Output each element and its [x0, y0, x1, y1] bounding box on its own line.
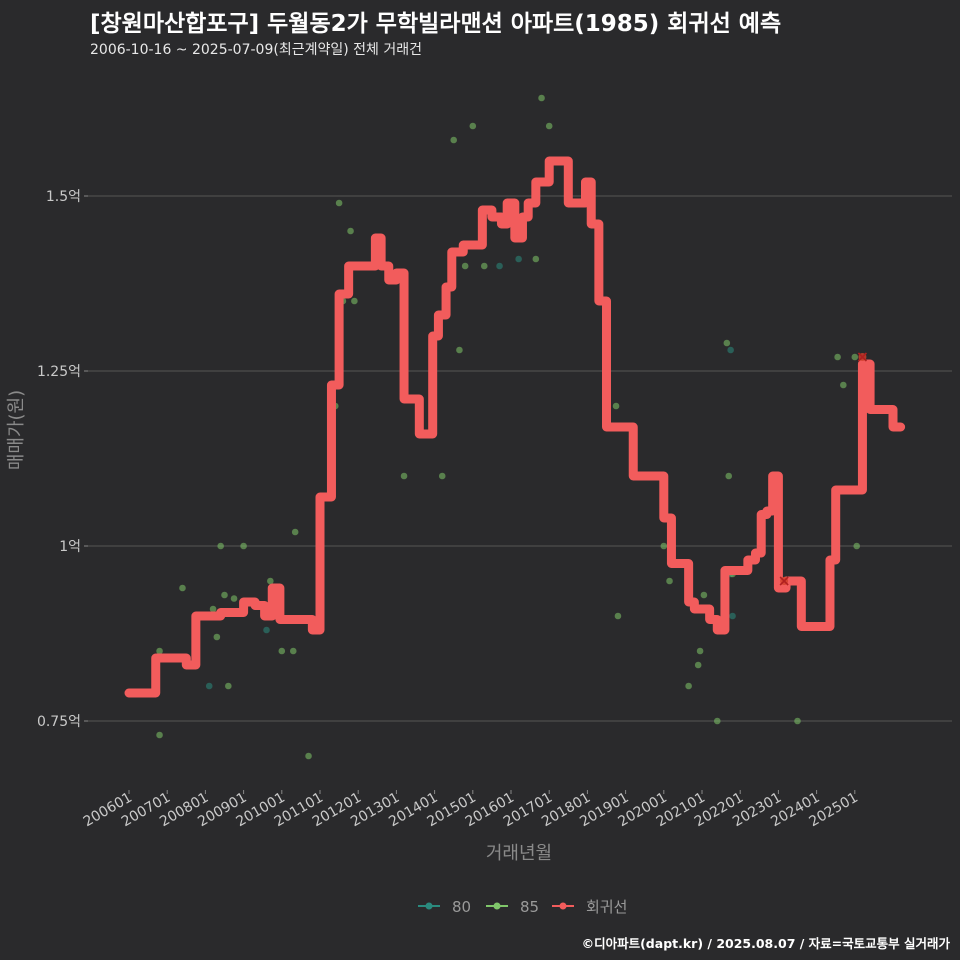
data-point-85: [335, 199, 343, 207]
data-point-85: [291, 528, 299, 536]
data-point-85: [156, 647, 163, 655]
data-point-85: [612, 402, 620, 410]
legend: 80 85 회귀선: [418, 898, 627, 916]
data-point-85: [545, 122, 553, 130]
data-point-85: [461, 262, 469, 270]
data-point-80: [496, 262, 503, 270]
y-tick-label: 1억: [59, 539, 81, 555]
data-point-85: [840, 381, 847, 389]
data-point-80: [727, 346, 734, 354]
grid-lines: [84, 195, 952, 794]
data-point-85: [723, 339, 731, 347]
data-point-80: [205, 682, 213, 690]
data-point-85: [685, 682, 692, 690]
data-point-85: [666, 577, 673, 585]
legend-swatch-dot: [425, 902, 433, 910]
data-point-85: [347, 227, 354, 235]
y-tick-labels: 0.75억 1억 1.25억 1.5억: [37, 189, 81, 730]
data-point-85: [532, 255, 540, 263]
chart-title: [창원마산합포구] 두월동2가 무학빌라맨션 아파트(1985) 회귀선 예측: [90, 11, 782, 37]
highlight-x-marker: [857, 352, 868, 362]
y-tick-label: 1.5억: [46, 189, 81, 205]
marker-group: [779, 352, 868, 586]
legend-swatch-dot: [559, 902, 567, 910]
scatter-points: [156, 94, 861, 760]
legend-label: 80: [452, 898, 471, 916]
y-axis-title: 매매가(원): [6, 390, 27, 470]
data-point-85: [538, 94, 545, 102]
data-point-85: [700, 591, 708, 599]
data-point-80: [263, 626, 270, 634]
data-point-85: [450, 136, 458, 144]
data-point-80: [729, 612, 736, 620]
data-point-85: [289, 647, 297, 655]
data-point-85: [725, 472, 733, 480]
regression-line: [124, 156, 906, 698]
legend-swatch-dot: [493, 902, 501, 910]
legend-label: 회귀선: [586, 898, 627, 916]
data-point-85: [469, 122, 477, 130]
data-point-85: [230, 595, 238, 602]
regression-line-group: [124, 156, 906, 698]
data-point-85: [713, 717, 721, 725]
data-point-85: [179, 584, 186, 592]
data-point-80: [515, 255, 522, 263]
data-point-85: [267, 577, 274, 585]
data-point-85: [221, 591, 228, 599]
data-point-85: [213, 633, 221, 641]
data-point-85: [696, 647, 704, 655]
data-point-85: [240, 542, 247, 550]
source-credit: ©디아파트(dapt.kr) / 2025.08.07 / 자료=국토교통부 실…: [581, 936, 950, 951]
data-point-85: [851, 353, 859, 361]
data-point-85: [480, 262, 488, 270]
data-point-85: [834, 353, 841, 361]
y-tick-label: 1.25억: [37, 364, 81, 380]
data-point-85: [456, 346, 463, 354]
data-point-85: [305, 752, 312, 760]
data-point-85: [351, 297, 358, 305]
data-point-85: [614, 612, 622, 620]
y-tick-label: 0.75억: [37, 714, 81, 730]
x-axis-title: 거래년월: [486, 843, 552, 864]
data-point-85: [209, 605, 217, 613]
data-point-85: [794, 717, 801, 725]
data-point-85: [853, 542, 861, 550]
data-point-85: [400, 472, 408, 480]
data-point-85: [225, 682, 232, 690]
chart-subtitle: 2006-10-16 ~ 2025-07-09(최근계약일) 전체 거래건: [90, 42, 422, 58]
data-point-85: [660, 542, 668, 550]
data-point-85: [694, 661, 702, 669]
highlight-x-marker: [779, 576, 789, 586]
legend-label: 85: [520, 898, 539, 916]
data-point-85: [156, 731, 163, 739]
data-point-85: [438, 472, 446, 480]
data-point-85: [217, 542, 224, 550]
x-tick-labels: 2006012007012008012009012010012011012012…: [81, 790, 861, 831]
data-point-85: [278, 647, 286, 655]
